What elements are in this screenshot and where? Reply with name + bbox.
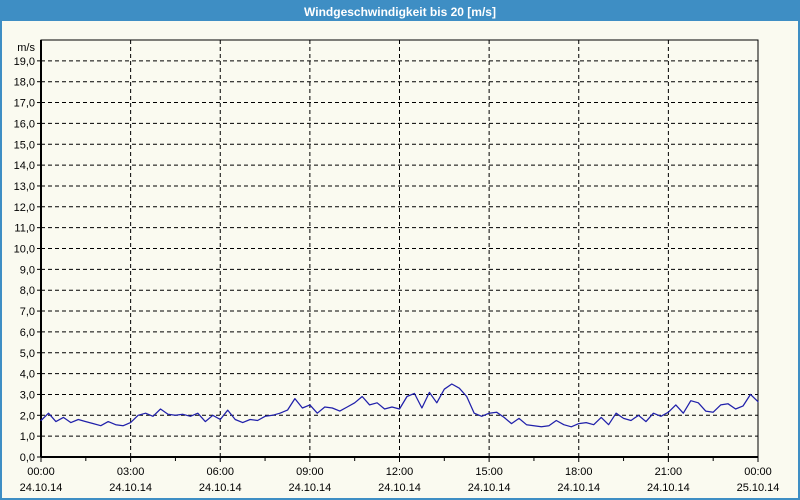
x-tick-time-label: 00:00	[744, 466, 772, 478]
x-tick-date-label: 24.10.14	[557, 482, 600, 494]
y-tick-label: 14,0	[14, 160, 35, 172]
y-tick-label: 15,0	[14, 139, 35, 151]
y-tick-label: 7,0	[20, 306, 35, 318]
x-tick-time-label: 03:00	[117, 466, 145, 478]
x-tick-time-label: 15:00	[475, 466, 503, 478]
y-tick-label: 3,0	[20, 389, 35, 401]
wind-speed-series-line	[40, 383, 759, 428]
y-tick-label: 5,0	[20, 348, 35, 360]
y-tick-label: 0,0	[20, 452, 35, 464]
y-tick-label: 1,0	[20, 431, 35, 443]
x-tick-time-label: 06:00	[206, 466, 234, 478]
y-axis-unit-label: m/s	[17, 42, 35, 54]
y-tick-label: 16,0	[14, 118, 35, 130]
y-tick-label: 4,0	[20, 369, 35, 381]
x-tick-time-label: 00:00	[27, 466, 55, 478]
y-tick-label: 18,0	[14, 77, 35, 89]
chart-area: 0,0 1,0 2,0 3,0 4,0 5,0 6,0 7,0 8,0 9,0 10,0 11,0 12…	[2, 21, 798, 498]
y-tick-label: 6,0	[20, 327, 35, 339]
x-tick-date-label: 24.10.14	[468, 482, 511, 494]
y-tick-label: 17,0	[14, 98, 35, 110]
y-tick-label: 19,0	[14, 56, 35, 68]
y-tick-label: 13,0	[14, 181, 35, 193]
x-tick-time-label: 12:00	[386, 466, 414, 478]
x-tick-date-label: 24.10.14	[647, 482, 690, 494]
x-tick-time-label: 18:00	[565, 466, 593, 478]
y-tick-label: 10,0	[14, 244, 35, 256]
y-tick-label: 11,0	[14, 223, 35, 235]
y-tick-label: 8,0	[20, 285, 35, 297]
x-tick-date-label: 24.10.14	[288, 482, 331, 494]
x-tick-date-label: 24.10.14	[378, 482, 421, 494]
x-tick-date-label: 24.10.14	[109, 482, 152, 494]
x-tick-date-label: 24.10.14	[20, 482, 63, 494]
x-tick-date-label: 25.10.14	[737, 482, 780, 494]
x-tick-date-label: 24.10.14	[199, 482, 242, 494]
chart-title: Windgeschwindigkeit bis 20 [m/s]	[304, 4, 496, 19]
x-tick-time-label: 09:00	[296, 466, 324, 478]
x-tick-time-label: 21:00	[655, 466, 683, 478]
y-tick-label: 12,0	[14, 202, 35, 214]
wind-speed-chart: 0,0 1,0 2,0 3,0 4,0 5,0 6,0 7,0 8,0 9,0 10,0 11,0 12…	[14, 39, 780, 494]
y-tick-label: 9,0	[20, 264, 35, 276]
y-tick-label: 2,0	[20, 410, 35, 422]
chart-title-bar: Windgeschwindigkeit bis 20 [m/s]	[2, 2, 798, 21]
